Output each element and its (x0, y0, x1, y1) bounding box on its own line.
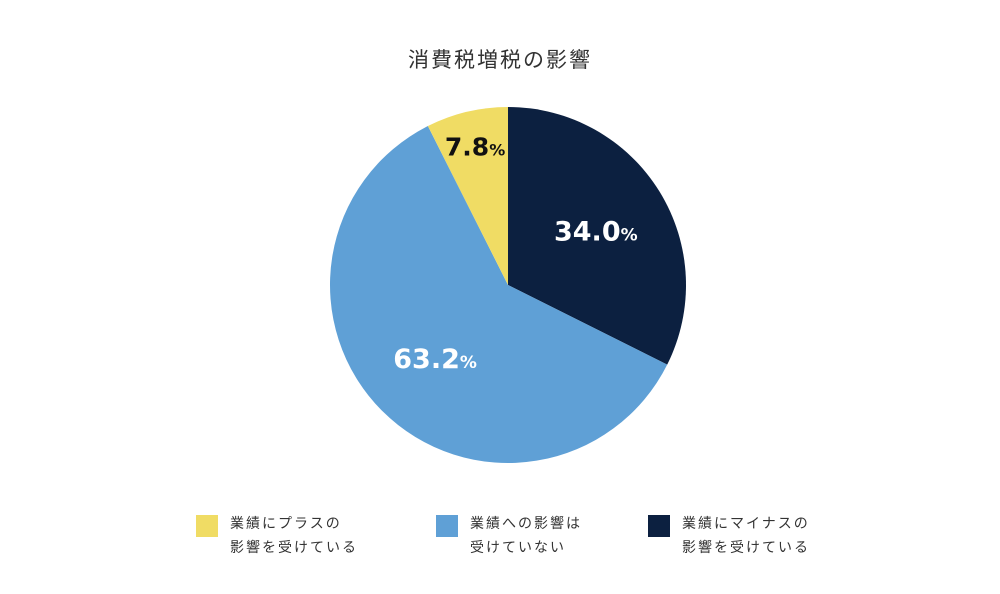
legend-label: 業績にプラスの 影響を受けている (230, 512, 358, 560)
legend-label: 業績にマイナスの 影響を受けている (682, 512, 810, 560)
legend-swatch (196, 515, 218, 537)
chart-title: 消費税増税の影響 (408, 48, 592, 72)
legend-label: 業績への影響は 受けていない (470, 512, 582, 560)
legend-swatch (648, 515, 670, 537)
legend-label-line-1: 受けていない (470, 540, 566, 556)
legend-label-line-1: 影響を受けている (682, 540, 810, 556)
legend-label-line-0: 業績への影響は (470, 516, 582, 532)
legend-label-line-1: 影響を受けている (230, 540, 358, 556)
legend-item-2: 業績にプラスの 影響を受けている (196, 512, 358, 560)
slice-label-1: 63.2% (393, 344, 477, 375)
legend-item-1: 業績への影響は 受けていない (436, 512, 582, 560)
pie-slice-1 (329, 126, 668, 464)
slice-label-0: 34.0% (554, 216, 638, 247)
legend-label-line-0: 業績にプラスの (230, 516, 342, 532)
slice-label-2: 7.8% (445, 132, 505, 161)
legend-label-line-0: 業績にマイナスの (682, 516, 810, 532)
pie-slice-0 (508, 107, 686, 365)
pie-slice-2 (427, 107, 508, 285)
legend-item-0: 業績にマイナスの 影響を受けている (648, 512, 810, 560)
legend-swatch (436, 515, 458, 537)
